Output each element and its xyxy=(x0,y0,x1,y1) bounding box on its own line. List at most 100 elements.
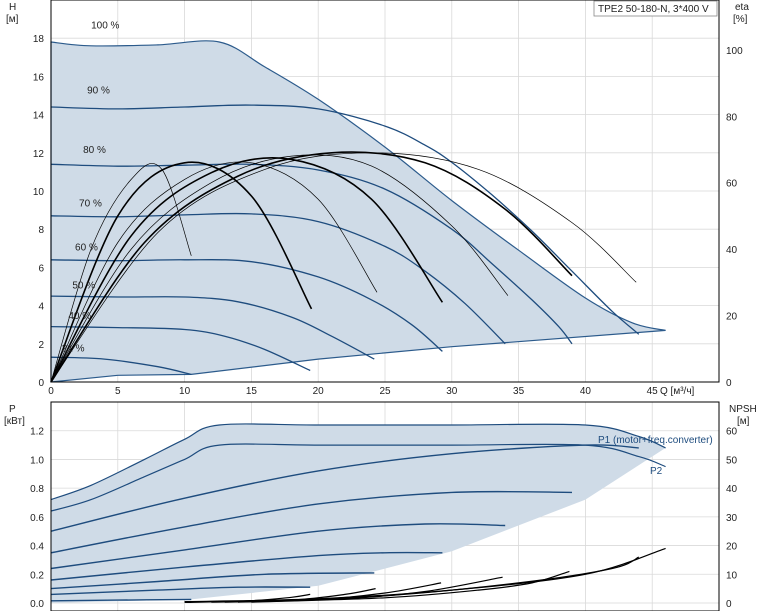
head-curve-40 xyxy=(50,325,311,372)
power-curve-P1 xyxy=(50,423,666,501)
eta-tick-label: 80 xyxy=(726,112,738,123)
power-curve-90 xyxy=(50,444,639,532)
y-tick-label: 4 xyxy=(38,302,44,313)
speed-label: 50 % xyxy=(72,281,95,292)
speed-label: 21 % xyxy=(62,344,85,355)
eta-tick-label: 0 xyxy=(726,378,732,389)
npsh-ticks: 0 10 20 30 40 50 60 xyxy=(726,427,738,610)
power-envelope xyxy=(51,423,666,603)
speed-label: 100 % xyxy=(91,21,119,32)
x-tick-label: 15 xyxy=(246,386,258,397)
eta-tick-label: 20 xyxy=(726,312,738,323)
x-tick-label: 25 xyxy=(379,386,391,397)
power-tick-label: 0.4 xyxy=(30,542,44,553)
eta-tick-label: 40 xyxy=(726,245,738,256)
eta-curve xyxy=(50,163,192,383)
npsh-curves xyxy=(184,547,666,603)
power-tick-label: 0.6 xyxy=(30,513,44,524)
flow-axis-label: Q [м³/ч] xyxy=(660,386,695,397)
eta-axis-label: eta xyxy=(735,2,749,13)
y-tick-label: 2 xyxy=(38,340,44,351)
npsh-tick-label: 60 xyxy=(726,427,738,438)
head-chart: 0 5 10 15 20 25 30 35 40 45 0 2 4 6 8 10 12 14 16 18 0 20 40… xyxy=(6,0,749,397)
speed-label: 40 % xyxy=(68,311,91,322)
speed-label: 70 % xyxy=(79,198,102,209)
npsh-tick-label: 0 xyxy=(726,599,732,610)
x-tick-label: 20 xyxy=(313,386,325,397)
power-curve-40 xyxy=(50,586,311,596)
npsh-axis-unit: [м] xyxy=(737,416,750,427)
x-tick-label: 40 xyxy=(580,386,592,397)
power-curve-50 xyxy=(50,572,375,590)
head-x-ticks: 0 5 10 15 20 25 30 35 40 45 xyxy=(48,386,658,397)
y-tick-label: 16 xyxy=(33,72,45,83)
y-tick-label: 18 xyxy=(33,34,45,45)
power-tick-label: 1.0 xyxy=(30,455,44,466)
npsh-tick-label: 30 xyxy=(726,513,738,524)
operating-envelope xyxy=(50,40,666,383)
y-tick-label: 10 xyxy=(33,187,45,198)
power-tick-label: 0.0 xyxy=(30,599,44,610)
x-tick-label: 10 xyxy=(179,386,191,397)
eta-axis-unit: [%] xyxy=(733,14,748,25)
npsh-tick-label: 20 xyxy=(726,542,738,553)
npsh-tick-label: 10 xyxy=(726,570,738,581)
npsh-tick-label: 50 xyxy=(726,455,738,466)
y-tick-label: 0 xyxy=(38,378,44,389)
speed-label: 80 % xyxy=(83,145,106,156)
power-plot-frame xyxy=(50,401,720,611)
eta-curve xyxy=(50,161,313,383)
npsh-axis-label: NPSH xyxy=(729,404,757,415)
power-tick-label: 0.2 xyxy=(30,570,44,581)
power-axis-label: P xyxy=(9,404,16,415)
power-curves xyxy=(50,423,666,602)
x-tick-label: 0 xyxy=(48,386,54,397)
head-curve-21 xyxy=(50,356,192,376)
y-tick-label: 12 xyxy=(33,149,45,160)
power-curve-80 xyxy=(50,490,573,554)
x-tick-label: 5 xyxy=(115,386,121,397)
power-curve-60 xyxy=(50,551,443,581)
speed-label: 90 % xyxy=(87,86,110,97)
eta-tick-label: 100 xyxy=(726,46,743,57)
title-box xyxy=(593,0,718,17)
power-tick-label: 1.2 xyxy=(30,427,44,438)
npsh-curve xyxy=(184,593,311,603)
head-curve-50 xyxy=(50,295,375,360)
power-curve-P2 xyxy=(50,443,666,512)
eta-curve xyxy=(50,161,378,383)
power-y-ticks: 0.0 0.2 0.4 0.6 0.8 1.0 1.2 xyxy=(30,427,44,610)
chart-title: TPE2 50-180-N, 3*400 V xyxy=(598,4,709,15)
efficiency-curves xyxy=(50,151,637,383)
speed-labels: 100 % 90 % 80 % 70 % 60 % 50 % 40 % 21 % xyxy=(62,21,120,355)
head-curve-80 xyxy=(50,163,573,345)
eta-curve xyxy=(50,152,637,383)
speed-label: 60 % xyxy=(75,242,98,253)
eta-curve xyxy=(50,154,509,383)
x-tick-label: 45 xyxy=(647,386,659,397)
legend-p1: P1 (motor+freq.converter) xyxy=(598,435,713,446)
head-y-ticks: 0 2 4 6 8 10 12 14 16 18 xyxy=(33,34,45,389)
power-npsh-chart: 0.0 0.2 0.4 0.6 0.8 1.0 1.2 0 10 20 30 40 50 60 P [к… xyxy=(4,401,757,611)
head-curve-90 xyxy=(50,104,640,335)
eta-ticks: 0 20 40 60 80 100 xyxy=(726,46,743,389)
power-tick-label: 0.8 xyxy=(30,484,44,495)
power-axis-unit: [кВт] xyxy=(4,416,25,427)
y-tick-label: 8 xyxy=(38,225,44,236)
power-curve-70 xyxy=(50,523,506,570)
head-curve-60 xyxy=(50,259,443,352)
power-curve-21 xyxy=(50,598,192,602)
legend-p2: P2 xyxy=(650,466,663,477)
head-plot-frame xyxy=(50,0,720,383)
head-axis-label: H xyxy=(9,2,16,13)
eta-curve xyxy=(50,157,444,383)
head-axis-unit: [м] xyxy=(6,14,19,25)
y-tick-label: 14 xyxy=(33,111,45,122)
npsh-tick-label: 40 xyxy=(726,484,738,495)
eta-curve xyxy=(50,151,573,383)
eta-tick-label: 60 xyxy=(726,179,738,190)
head-curve-70 xyxy=(50,212,506,345)
head-curves xyxy=(50,104,640,376)
x-tick-label: 35 xyxy=(513,386,525,397)
